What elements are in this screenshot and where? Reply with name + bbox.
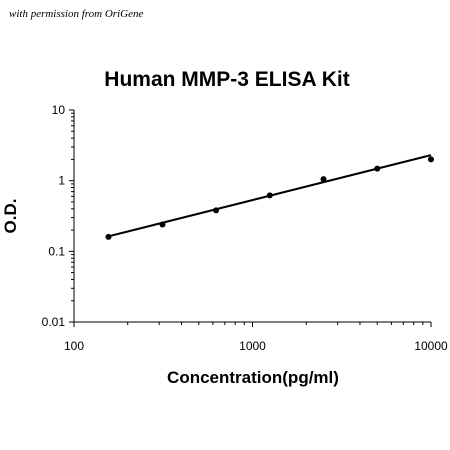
- y-tick-label: 0.1: [48, 244, 65, 258]
- x-axis-label: Concentration(pg/ml): [167, 368, 339, 387]
- x-tick-label: 100: [64, 339, 84, 353]
- x-ticks: 100 1000 10000: [64, 322, 448, 353]
- y-tick-label: 10: [52, 103, 66, 117]
- x-tick-label: 1000: [239, 339, 266, 353]
- y-tick-label: 0.01: [42, 315, 66, 329]
- data-point: [105, 233, 112, 240]
- x-tick-label: 10000: [414, 339, 448, 353]
- permission-watermark: with permission from OriGene: [9, 8, 144, 20]
- chart-title: Human MMP-3 ELISA Kit: [104, 68, 349, 91]
- data-point: [213, 207, 220, 214]
- data-point: [266, 192, 273, 199]
- data-point: [374, 165, 381, 172]
- data-point: [320, 176, 327, 183]
- data-point: [428, 156, 434, 163]
- y-axis-label: O.D.: [1, 199, 20, 234]
- y-tick-label: 1: [58, 174, 65, 188]
- y-ticks: 0.01 0.1 1 10: [42, 103, 74, 329]
- data-point: [159, 221, 166, 228]
- data-points: [105, 156, 434, 240]
